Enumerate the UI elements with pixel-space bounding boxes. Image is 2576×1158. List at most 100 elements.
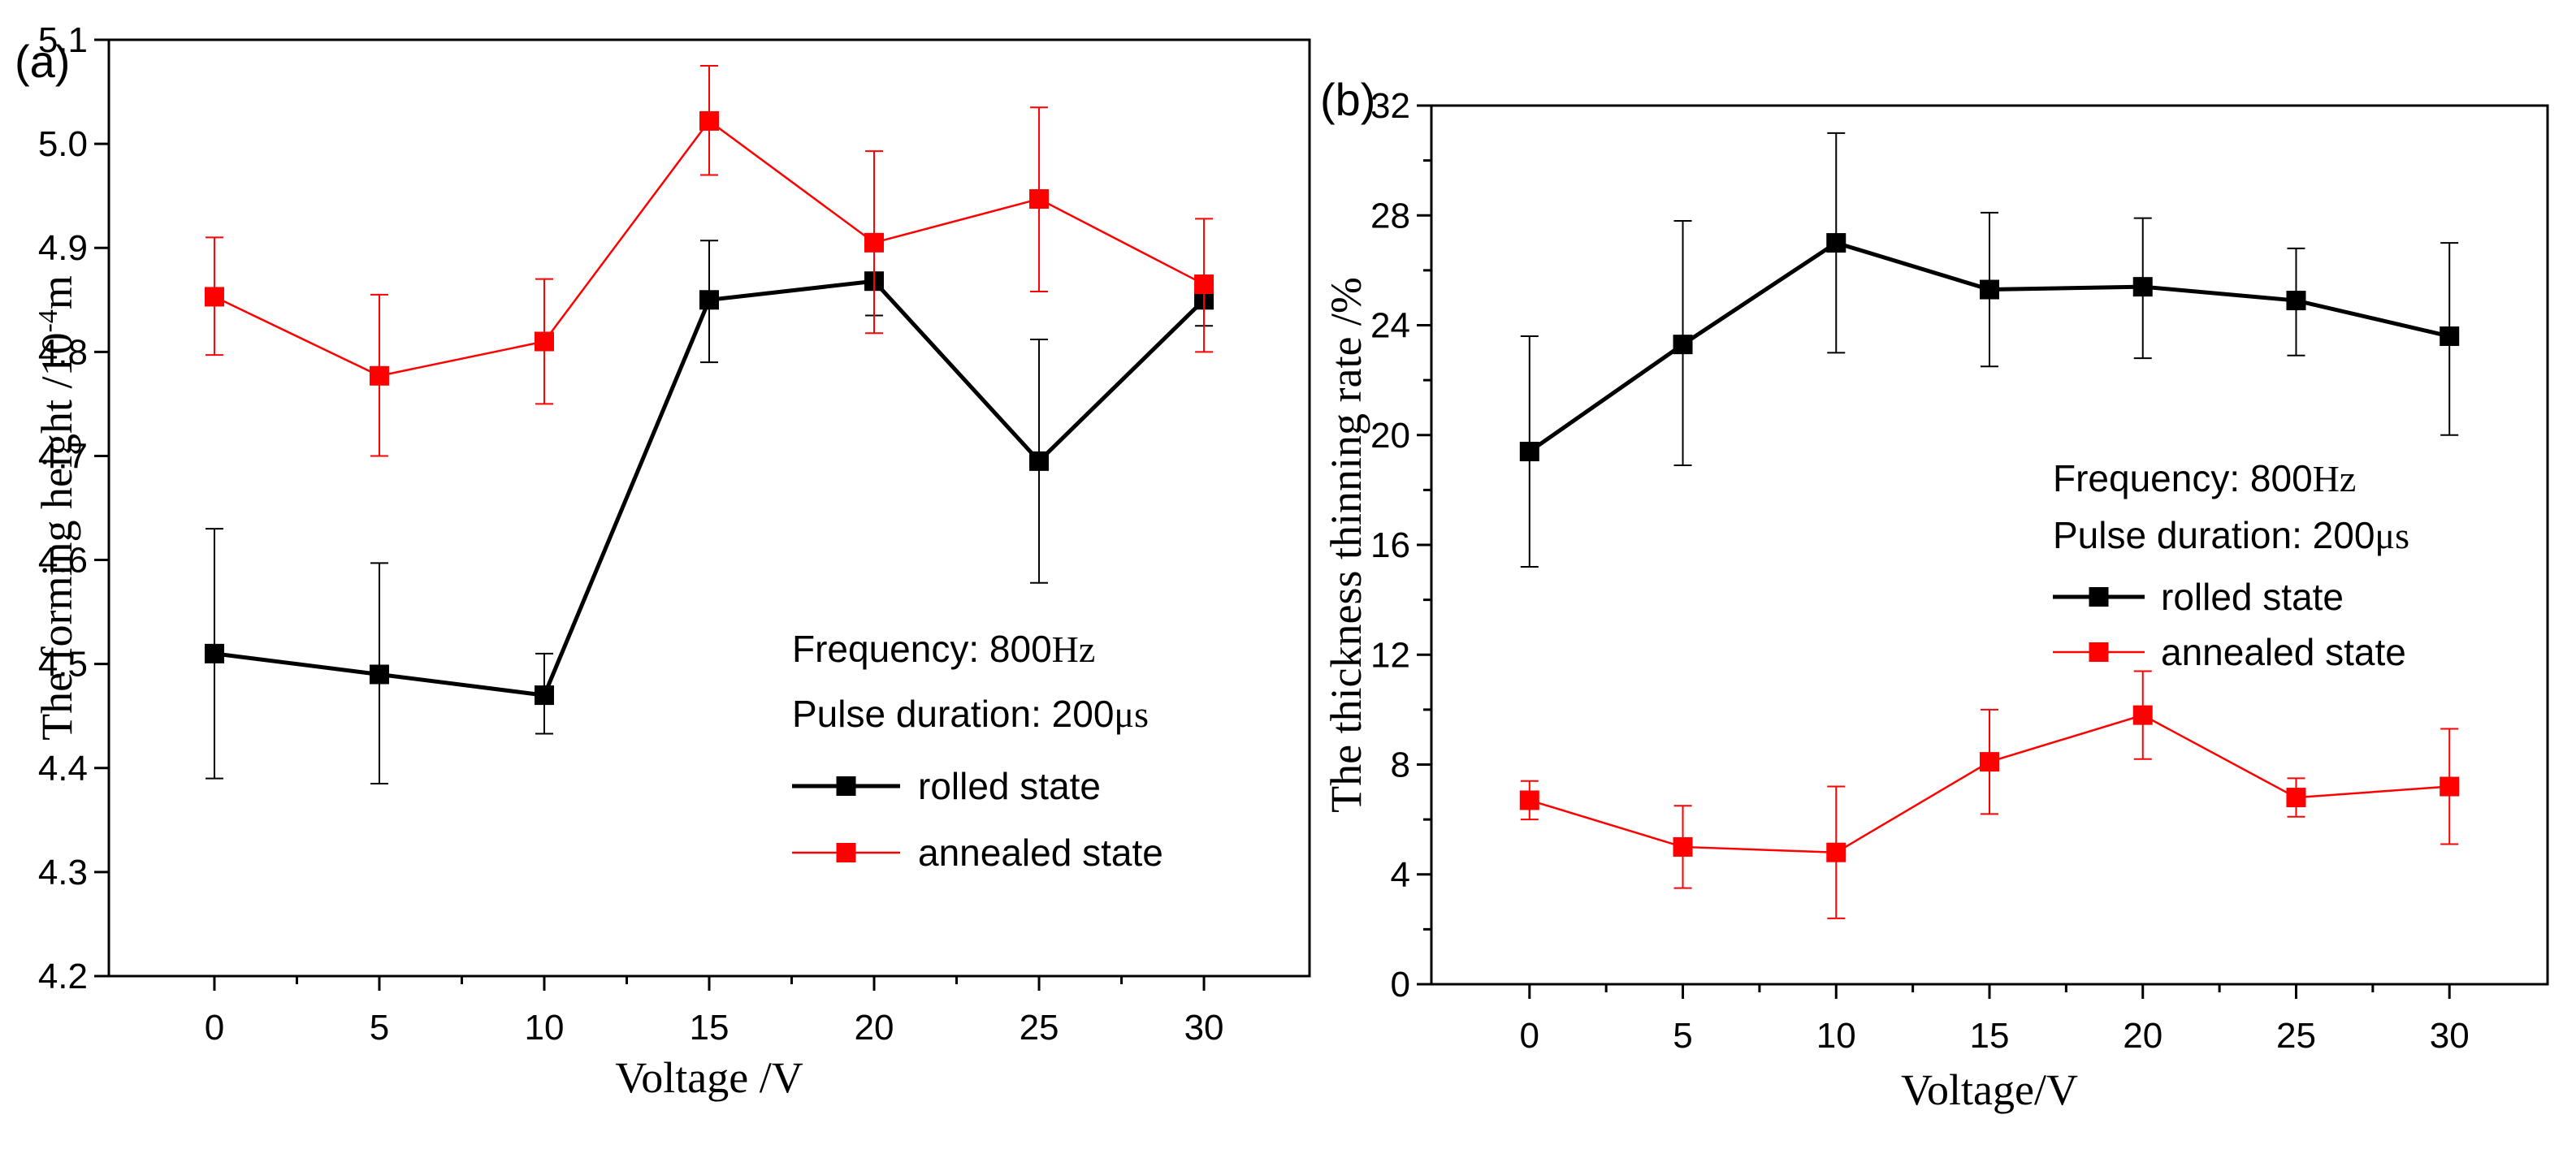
data-point-marker	[1519, 442, 1539, 462]
y-tick-label: 8	[1391, 745, 1410, 785]
x-tick-label: 15	[690, 1008, 730, 1048]
frequency-value: 800	[989, 628, 1052, 670]
data-point-marker	[2440, 326, 2460, 347]
legend-entry: rolled state	[792, 765, 1101, 807]
data-point-marker	[204, 287, 224, 307]
legend-entry: annealed state	[2053, 631, 2406, 673]
panel-label: (a)	[15, 36, 70, 87]
data-point-marker	[534, 685, 554, 706]
legend-marker	[836, 843, 856, 862]
pulse-value: 200	[1052, 693, 1115, 735]
legend-label: annealed state	[2161, 631, 2406, 673]
y-tick-label: 24	[1370, 306, 1410, 346]
panel-b-thickness-thinning-chart: 0 5 10 15 20 25 30 0 4 8 12 16 20 24 28 32(b) Voltage/V T…	[1320, 74, 2549, 1114]
y-tick-label: 4.2	[38, 957, 88, 996]
y-axis-label-exponent: -4	[33, 309, 63, 332]
pulse-label: Pulse duration:	[792, 693, 1052, 735]
data-point-marker	[1673, 836, 1693, 857]
series-rolled-state	[1519, 132, 2460, 568]
data-point-marker	[1029, 451, 1050, 471]
y-tick-label: 4	[1391, 855, 1410, 895]
x-tick-label: 30	[1184, 1008, 1224, 1048]
data-point-marker	[1194, 274, 1214, 295]
data-point-marker	[204, 643, 224, 663]
frequency-annotation: Frequency: 800Hz	[2053, 457, 2356, 499]
y-tick-label: 28	[1370, 196, 1410, 235]
panel-label: (b)	[1320, 74, 1375, 125]
data-point-marker	[2286, 291, 2306, 311]
data-point-marker	[1826, 842, 1846, 862]
x-axis-label: Voltage /V	[615, 1053, 803, 1102]
y-tick-label: 0	[1391, 965, 1410, 1005]
legend-label: rolled state	[918, 765, 1101, 807]
y-tick-label: 4.6	[38, 541, 88, 581]
data-point-marker	[1519, 790, 1539, 810]
data-point-marker	[2440, 776, 2460, 797]
y-tick-label: 4.8	[38, 332, 88, 372]
series-annealed-state	[204, 65, 1214, 457]
legend-label: rolled state	[2161, 576, 2344, 618]
frequency-unit: Hz	[1052, 629, 1096, 670]
x-tick-label: 20	[2123, 1016, 2163, 1056]
frequency-label: Frequency:	[2053, 457, 2250, 499]
x-tick-label: 15	[1970, 1016, 2010, 1056]
panel-a-forming-height-chart: 0 5 10 15 20 25 30 4.2 4.3 4.4 4.5 4.6 4.7 4.8 4.9 5.0 5…	[15, 20, 1311, 1102]
frequency-annotation: Frequency: 800Hz	[792, 628, 1095, 670]
x-tick-label: 25	[2276, 1016, 2316, 1056]
data-point-marker	[1673, 335, 1693, 355]
data-point-marker	[1980, 752, 1999, 772]
data-point-marker	[369, 365, 389, 386]
y-axis-label: The thickness thinning rate /%	[1322, 277, 1370, 813]
pulse-duration-annotation: Pulse duration: 200μs	[792, 693, 1149, 735]
legend-entry: annealed state	[792, 832, 1163, 874]
y-axis-label: The forming height /10-4m	[32, 275, 81, 741]
frequency-value: 800	[2250, 457, 2313, 499]
y-tick-label: 5.0	[38, 124, 88, 164]
legend-marker	[2089, 642, 2109, 662]
data-point-marker	[2286, 788, 2306, 808]
legend-label: annealed state	[918, 832, 1163, 874]
frequency-label: Frequency:	[792, 628, 989, 670]
y-axis-label-unit: m	[32, 275, 81, 309]
series-annealed-state	[1519, 670, 2460, 919]
data-point-marker	[864, 232, 885, 253]
data-point-marker	[699, 290, 719, 310]
y-axis-label-main: The thickness thinning rate /%	[1322, 277, 1370, 813]
x-tick-label: 30	[2430, 1016, 2470, 1056]
y-tick-label: 4.7	[38, 436, 88, 476]
legend-entry: rolled state	[2053, 576, 2344, 618]
y-tick-label: 4.3	[38, 853, 88, 892]
x-tick-label: 10	[525, 1008, 565, 1048]
data-point-marker	[1029, 189, 1050, 210]
x-tick-label: 5	[370, 1008, 389, 1048]
x-axis-label: Voltage/V	[1901, 1065, 2078, 1114]
data-point-marker	[2132, 277, 2153, 297]
pulse-duration-annotation: Pulse duration: 200μs	[2053, 514, 2409, 556]
y-tick-label: 5.1	[38, 20, 88, 60]
data-point-marker	[2132, 705, 2153, 725]
y-axis-label-main: The forming height /10	[32, 332, 81, 740]
y-tick-label: 12	[1370, 635, 1410, 675]
pulse-label: Pulse duration:	[2053, 514, 2313, 556]
y-tick-label: 20	[1370, 416, 1410, 456]
y-tick-label: 16	[1370, 525, 1410, 565]
x-tick-label: 0	[205, 1008, 224, 1048]
data-point-marker	[699, 110, 719, 131]
data-point-marker	[1980, 279, 1999, 300]
pulse-unit: μs	[2375, 515, 2409, 556]
pulse-unit: μs	[1114, 694, 1149, 735]
y-tick-label: 32	[1370, 86, 1410, 126]
data-point-marker	[534, 331, 554, 352]
data-point-marker	[1826, 233, 1846, 253]
pulse-value: 200	[2313, 514, 2375, 556]
data-point-marker	[369, 664, 389, 685]
y-tick-label: 4.5	[38, 645, 88, 685]
x-tick-label: 25	[1020, 1008, 1059, 1048]
frequency-unit: Hz	[2313, 458, 2357, 499]
x-tick-label: 5	[1673, 1016, 1692, 1056]
legend-marker	[2089, 587, 2109, 607]
x-tick-label: 10	[1816, 1016, 1856, 1056]
y-tick-label: 4.9	[38, 228, 88, 268]
legend-marker	[836, 776, 856, 796]
